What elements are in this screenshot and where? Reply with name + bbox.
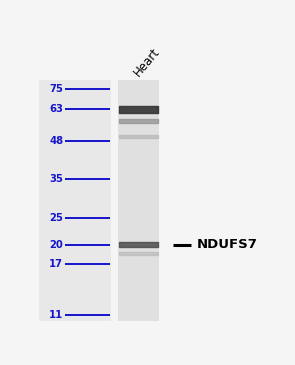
- Bar: [118, 80, 159, 320]
- Text: 35: 35: [49, 174, 63, 184]
- Text: 20: 20: [50, 239, 63, 250]
- Text: 48: 48: [49, 137, 63, 146]
- Text: 63: 63: [49, 104, 63, 114]
- Text: 17: 17: [49, 259, 63, 269]
- Text: Heart: Heart: [131, 45, 162, 79]
- Text: 11: 11: [49, 310, 63, 320]
- Text: 25: 25: [49, 213, 63, 223]
- Text: 75: 75: [49, 84, 63, 94]
- Text: NDUFS7: NDUFS7: [197, 238, 258, 251]
- Bar: [39, 80, 111, 320]
